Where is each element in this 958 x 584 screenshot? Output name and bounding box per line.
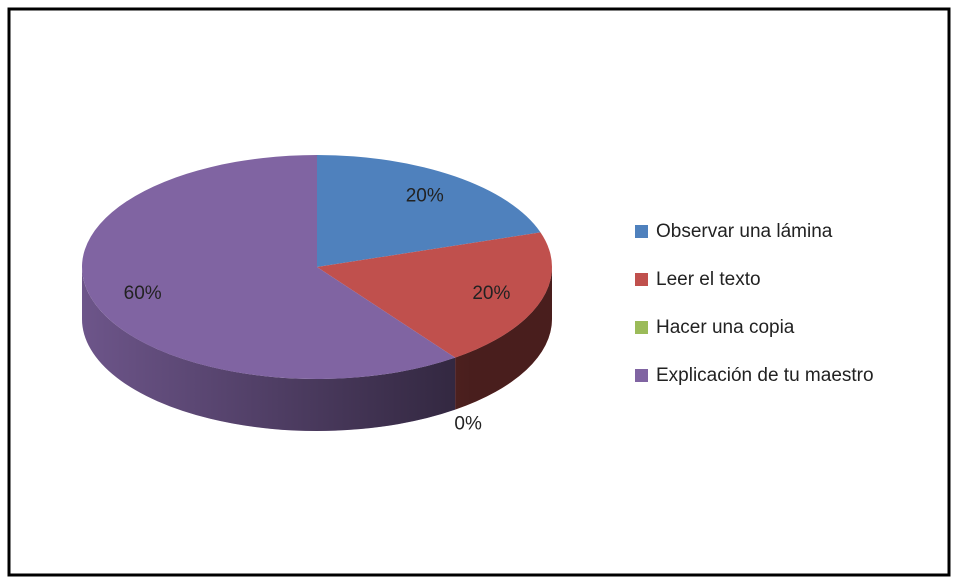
data-label: 60% (124, 283, 162, 304)
data-label: 0% (454, 414, 482, 435)
legend-label: Observar una lámina (656, 221, 833, 242)
pie-slice (82, 155, 456, 379)
legend-swatch (635, 321, 648, 334)
legend-swatch (635, 369, 648, 382)
legend-label: Leer el texto (656, 269, 761, 290)
legend-label: Hacer una copia (656, 317, 795, 338)
pie-side-shade (455, 267, 552, 410)
data-label: 20% (406, 185, 444, 206)
legend-label: Explicación de tu maestro (656, 365, 874, 386)
legend-swatch (635, 273, 648, 286)
pie-side-shade (82, 267, 456, 432)
pie-slice (317, 155, 541, 267)
pie-slice (317, 232, 553, 358)
legend-swatch (635, 225, 648, 238)
data-label: 20% (472, 283, 510, 304)
